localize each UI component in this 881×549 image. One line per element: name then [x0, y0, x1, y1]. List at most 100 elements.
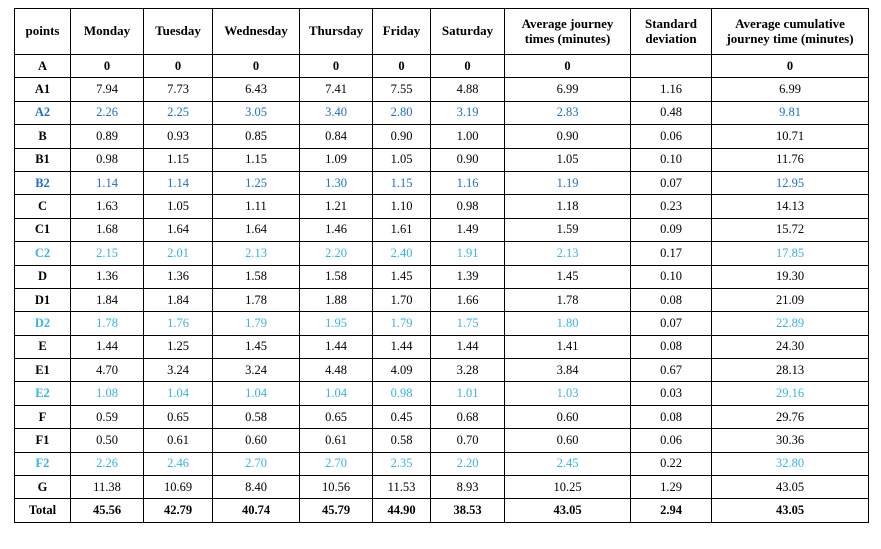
cell: 1.46 — [299, 217, 373, 243]
cell: 7.94 — [70, 77, 144, 102]
table-row: Total 45.56 42.79 40.74 45.79 44.90 38.53 43.05… — [14, 498, 869, 523]
cell: 19.30 — [711, 264, 869, 289]
cell: 17.85 — [711, 241, 869, 266]
cell: 11.53 — [372, 475, 431, 500]
cell: 6.99 — [711, 77, 869, 102]
column-header: Friday — [372, 8, 431, 55]
cell: 1.84 — [143, 287, 213, 313]
table-body: A 0 0 0 0 0 0 0 0 A1 7.94 7.73 6.43 7.41 7.55 4.88 6.99 1… — [14, 53, 869, 523]
cell: 0.07 — [630, 170, 712, 196]
cell: 10.56 — [299, 475, 373, 500]
cell: 0 — [212, 53, 300, 79]
cell: 1.95 — [299, 311, 373, 336]
row-label: E1 — [14, 358, 71, 383]
cell: 1.14 — [70, 170, 144, 196]
cell: 0.58 — [212, 404, 300, 430]
cell: 1.44 — [299, 334, 373, 360]
cell: 2.35 — [372, 451, 431, 477]
cell: 0.90 — [372, 124, 431, 149]
cell: 1.41 — [504, 334, 631, 360]
cell: 1.75 — [430, 311, 505, 336]
cell: 2.70 — [212, 451, 300, 477]
cell: 21.09 — [711, 287, 869, 313]
cell: 1.04 — [299, 381, 373, 406]
cell: 1.63 — [70, 194, 144, 219]
cell: 0.45 — [372, 404, 431, 430]
cell: 1.79 — [212, 311, 300, 336]
cell: 1.11 — [212, 194, 300, 219]
header-row: points Monday Tuesday Wednesday Thursday Frid… — [14, 8, 869, 55]
cell: 1.29 — [630, 475, 712, 500]
table-row: D 1.36 1.36 1.58 1.58 1.45 1.39 1.45 0.10 19.30 — [14, 264, 869, 289]
cell: 0.03 — [630, 381, 712, 406]
cell: 4.70 — [70, 358, 144, 383]
column-header: Tuesday — [143, 8, 213, 55]
cell: 0 — [504, 53, 631, 79]
cell: 9.81 — [711, 100, 869, 126]
cell: 1.44 — [430, 334, 505, 360]
cell: 2.46 — [143, 451, 213, 477]
cell: 0.22 — [630, 451, 712, 477]
cell: 0.67 — [630, 358, 712, 383]
cell: 1.88 — [299, 287, 373, 313]
row-label: B1 — [14, 147, 71, 172]
cell: 2.94 — [630, 498, 712, 523]
cell: 0.84 — [299, 124, 373, 149]
cell: 1.39 — [430, 264, 505, 289]
table-row: B2 1.14 1.14 1.25 1.30 1.15 1.16 1.19 0.07 12.95 — [14, 170, 869, 196]
cell: 0 — [372, 53, 431, 79]
column-header: Monday — [70, 8, 144, 55]
cell: 11.76 — [711, 147, 869, 172]
cell: 1.64 — [143, 217, 213, 243]
row-label: A2 — [14, 100, 71, 126]
cell: 1.44 — [70, 334, 144, 360]
cell: 1.10 — [372, 194, 431, 219]
cell: 1.19 — [504, 170, 631, 196]
cell: 1.61 — [372, 217, 431, 243]
cell: 1.18 — [504, 194, 631, 219]
table-row: E1 4.70 3.24 3.24 4.48 4.09 3.28 3.84 0.67 28.13 — [14, 358, 869, 383]
row-label: D — [14, 264, 71, 289]
table-header: points Monday Tuesday Wednesday Thursday Frid… — [14, 8, 869, 55]
cell: 7.55 — [372, 77, 431, 102]
cell: 1.44 — [372, 334, 431, 360]
table-row: C 1.63 1.05 1.11 1.21 1.10 0.98 1.18 0.23 14.13 — [14, 194, 869, 219]
cell: 11.38 — [70, 475, 144, 500]
cell: 1.01 — [430, 381, 505, 406]
cell: 0.23 — [630, 194, 712, 219]
cell: 1.66 — [430, 287, 505, 313]
row-label: Total — [14, 498, 71, 523]
cell: 1.79 — [372, 311, 431, 336]
cell: 2.26 — [70, 100, 144, 126]
cell: 42.79 — [143, 498, 213, 523]
cell: 3.19 — [430, 100, 505, 126]
row-label: A — [14, 53, 71, 79]
cell: 0.65 — [143, 404, 213, 430]
cell: 45.56 — [70, 498, 144, 523]
cell: 2.70 — [299, 451, 373, 477]
row-label: C2 — [14, 241, 71, 266]
cell: 1.49 — [430, 217, 505, 243]
cell: 2.83 — [504, 100, 631, 126]
cell: 28.13 — [711, 358, 869, 383]
cell: 0.60 — [504, 428, 631, 453]
cell: 2.40 — [372, 241, 431, 266]
table-row: C1 1.68 1.64 1.64 1.46 1.61 1.49 1.59 0.09 15.72 — [14, 217, 869, 243]
cell: 1.09 — [299, 147, 373, 172]
cell: 0.06 — [630, 428, 712, 453]
cell: 0.98 — [70, 147, 144, 172]
cell: 2.45 — [504, 451, 631, 477]
cell: 0 — [711, 53, 869, 79]
cell: 43.05 — [504, 498, 631, 523]
table-row: E2 1.08 1.04 1.04 1.04 0.98 1.01 1.03 0.03 29.16 — [14, 381, 869, 406]
cell: 3.28 — [430, 358, 505, 383]
cell: 1.15 — [212, 147, 300, 172]
cell: 0.08 — [630, 334, 712, 360]
row-label: F — [14, 404, 71, 430]
cell: 1.78 — [504, 287, 631, 313]
row-label: A1 — [14, 77, 71, 102]
cell: 3.40 — [299, 100, 373, 126]
cell: 1.15 — [372, 170, 431, 196]
cell: 0.48 — [630, 100, 712, 126]
